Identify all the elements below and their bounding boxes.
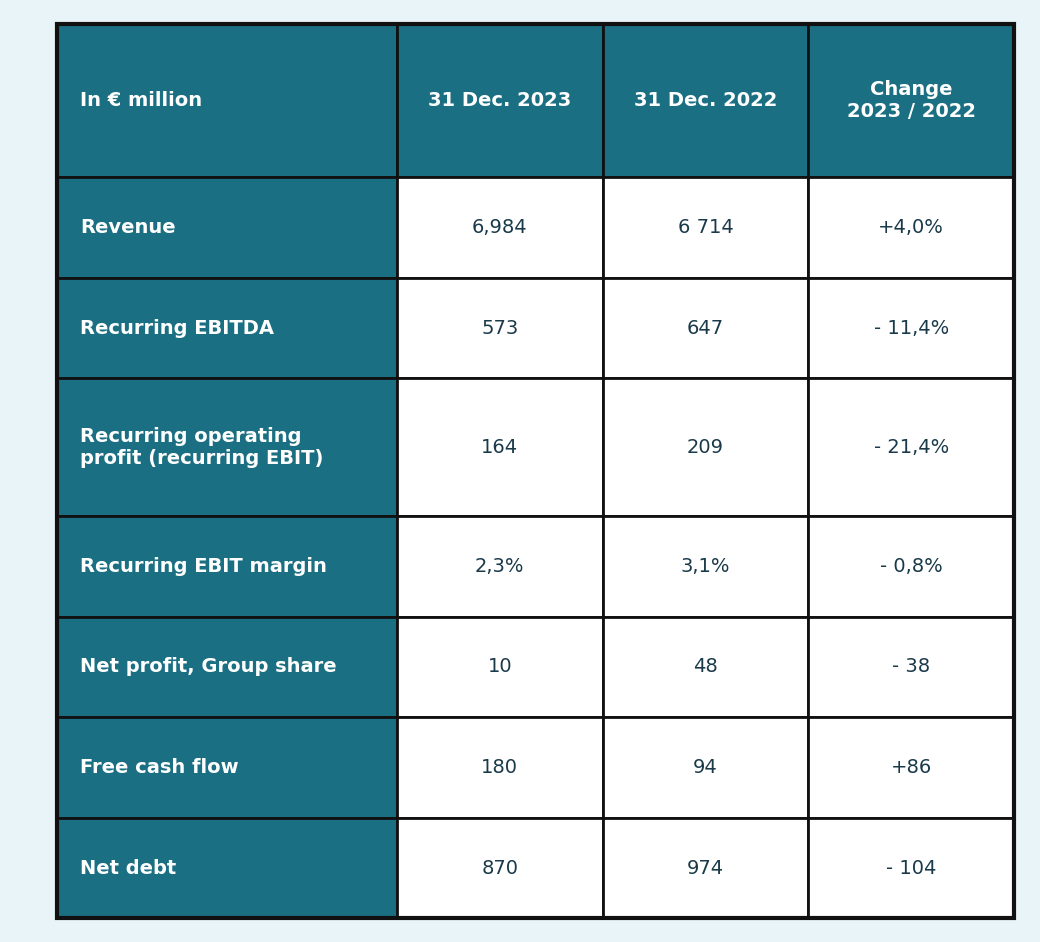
Bar [57,24,397,177]
Text: 573: 573 [482,318,518,337]
Text: - 0,8%: - 0,8% [880,557,942,576]
Text: 48: 48 [693,658,718,676]
Bar [602,516,808,617]
Bar [57,379,397,516]
Bar [808,278,1014,379]
Bar [602,717,808,818]
Bar [57,717,397,818]
Text: 31 Dec. 2023: 31 Dec. 2023 [428,90,571,110]
Text: Free cash flow: Free cash flow [80,758,239,777]
Text: 870: 870 [482,859,518,878]
Text: 180: 180 [482,758,518,777]
Text: Recurring EBITDA: Recurring EBITDA [80,318,275,337]
Bar [808,617,1014,717]
Bar [397,177,602,278]
Text: 6 714: 6 714 [677,218,733,237]
Text: Recurring EBIT margin: Recurring EBIT margin [80,557,327,576]
Bar [808,818,1014,918]
Bar [808,717,1014,818]
Text: - 104: - 104 [886,859,936,878]
Bar [397,379,602,516]
Bar [57,177,397,278]
Bar [57,617,397,717]
Text: 164: 164 [482,438,518,457]
Text: 209: 209 [687,438,724,457]
Bar [397,278,602,379]
Bar [808,24,1014,177]
Text: - 38: - 38 [892,658,930,676]
Bar [397,617,602,717]
Text: 6,984: 6,984 [472,218,527,237]
Text: 31 Dec. 2022: 31 Dec. 2022 [633,90,777,110]
Bar [57,278,397,379]
Text: Change
2023 / 2022: Change 2023 / 2022 [847,80,976,121]
Bar [602,818,808,918]
Text: Net debt: Net debt [80,859,177,878]
Bar [808,177,1014,278]
Bar [808,379,1014,516]
Text: Net profit, Group share: Net profit, Group share [80,658,337,676]
Bar [397,818,602,918]
Text: 2,3%: 2,3% [475,557,524,576]
Bar [397,516,602,617]
Text: +4,0%: +4,0% [878,218,944,237]
Text: In € million: In € million [80,90,202,110]
Text: 647: 647 [686,318,724,337]
Bar [808,516,1014,617]
Bar [57,818,397,918]
Bar [57,516,397,617]
Text: 94: 94 [693,758,718,777]
Text: - 21,4%: - 21,4% [874,438,948,457]
Text: +86: +86 [890,758,932,777]
Text: 974: 974 [686,859,724,878]
Text: Recurring operating
profit (recurring EBIT): Recurring operating profit (recurring EB… [80,427,323,467]
Text: Revenue: Revenue [80,218,176,237]
Bar [602,617,808,717]
Bar [602,278,808,379]
Text: - 11,4%: - 11,4% [874,318,948,337]
Text: 10: 10 [488,658,512,676]
Bar [602,24,808,177]
Text: 3,1%: 3,1% [681,557,730,576]
Bar [397,24,602,177]
Bar [602,177,808,278]
Bar [397,717,602,818]
Bar [602,379,808,516]
